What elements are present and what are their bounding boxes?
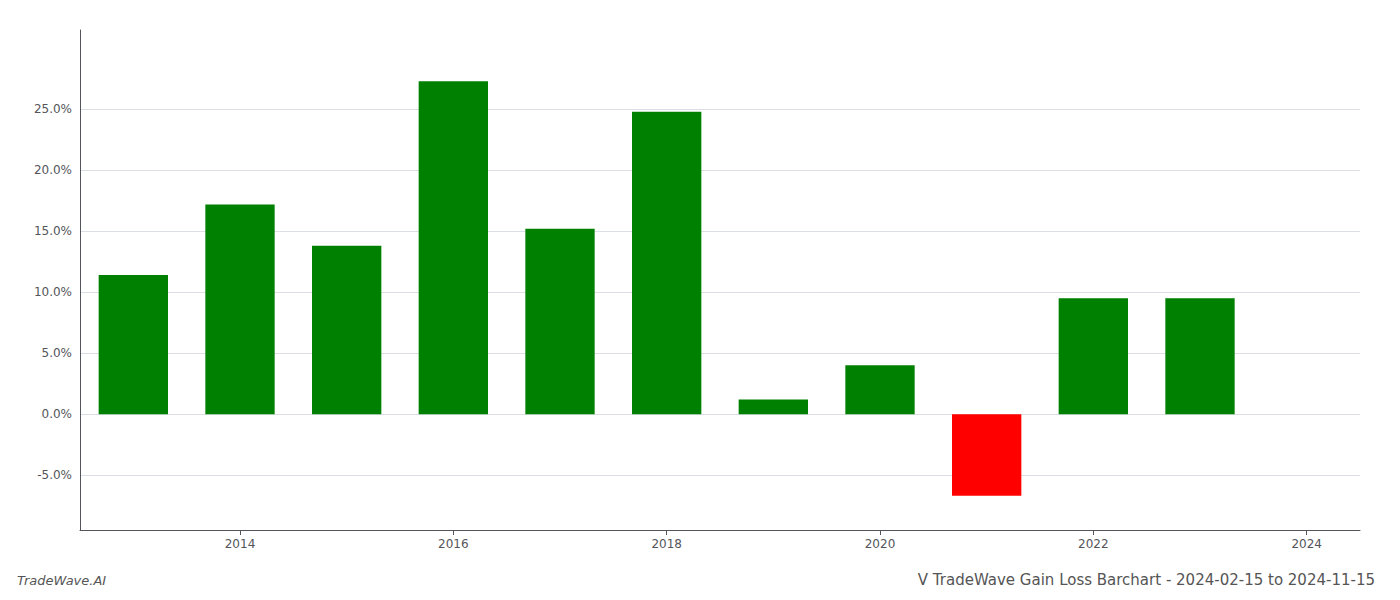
svg-text:5.0%: 5.0% bbox=[42, 346, 73, 360]
svg-text:10.0%: 10.0% bbox=[34, 285, 72, 299]
svg-text:2016: 2016 bbox=[438, 537, 469, 551]
svg-text:2022: 2022 bbox=[1078, 537, 1109, 551]
svg-text:V TradeWave Gain Loss Barchart: V TradeWave Gain Loss Barchart - 2024-02… bbox=[918, 571, 1375, 589]
svg-text:TradeWave.AI: TradeWave.AI bbox=[17, 573, 106, 588]
svg-text:2020: 2020 bbox=[865, 537, 896, 551]
svg-text:15.0%: 15.0% bbox=[34, 224, 72, 238]
svg-text:2024: 2024 bbox=[1291, 537, 1322, 551]
svg-text:2014: 2014 bbox=[225, 537, 256, 551]
svg-text:20.0%: 20.0% bbox=[34, 163, 72, 177]
svg-text:25.0%: 25.0% bbox=[34, 102, 72, 116]
svg-text:2018: 2018 bbox=[651, 537, 682, 551]
svg-text:0.0%: 0.0% bbox=[42, 407, 73, 421]
svg-text:-5.0%: -5.0% bbox=[37, 468, 72, 482]
